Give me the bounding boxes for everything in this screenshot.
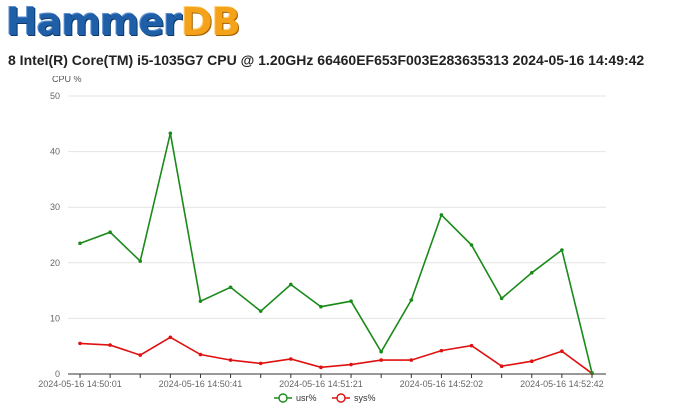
data-point <box>319 304 323 309</box>
data-point <box>168 335 173 340</box>
data-point <box>258 361 263 366</box>
data-point <box>258 309 263 313</box>
y-tick-label: 30 <box>50 202 60 212</box>
data-point <box>409 358 414 362</box>
chart-subtitle: 8 Intel(R) Core(TM) i5-1035G7 CPU @ 1.20… <box>8 52 645 68</box>
logo-hammer-text: Hammer <box>6 0 182 44</box>
data-point <box>349 299 353 303</box>
y-tick-label: 50 <box>50 91 60 101</box>
data-point <box>560 248 564 252</box>
x-tick-label: 2024-05-16 14:52:42 <box>520 379 604 389</box>
data-point <box>409 298 414 302</box>
data-point <box>529 271 534 275</box>
data-point <box>108 343 112 347</box>
data-point <box>469 243 474 247</box>
data-point <box>289 282 293 287</box>
legend-item-sys-pct[interactable]: sys% <box>332 393 376 403</box>
legend-label: sys% <box>354 393 376 403</box>
data-point <box>379 358 383 362</box>
data-point <box>499 364 504 369</box>
data-point <box>590 371 594 375</box>
legend-item-usr-pct[interactable]: usr% <box>274 393 317 403</box>
logo-db-text: DB <box>181 0 241 44</box>
y-tick-label: 40 <box>50 147 60 157</box>
y-tick-label: 20 <box>50 258 60 268</box>
data-point <box>379 349 383 354</box>
data-point <box>529 359 534 364</box>
data-point <box>228 285 233 290</box>
x-axis: 2024-05-16 14:50:01 2024-05-16 14:50:41 20… <box>38 374 604 389</box>
x-tick-label: 2024-05-16 14:52:02 <box>400 379 484 389</box>
data-point <box>198 352 203 357</box>
data-point <box>439 213 444 217</box>
data-point <box>469 343 474 348</box>
x-tick-label: 2024-05-16 14:50:01 <box>38 379 122 389</box>
series-line <box>79 336 593 375</box>
chart-legend[interactable]: usr% sys% <box>274 393 376 403</box>
data-point <box>560 349 564 354</box>
y-axis-label: CPU % <box>52 76 82 84</box>
y-axis-ticks: 0 10 20 30 40 50 <box>50 91 60 379</box>
series-usr-pct <box>78 131 594 375</box>
chart-series <box>78 131 594 376</box>
data-point <box>78 341 82 346</box>
y-tick-label: 10 <box>50 313 60 323</box>
legend-marker-icon <box>278 393 288 403</box>
data-point <box>168 131 173 136</box>
hammerdb-logo: Hammer DB <box>6 0 241 44</box>
series-line <box>79 133 593 374</box>
y-tick-label: 0 <box>55 369 60 379</box>
data-point <box>349 362 353 367</box>
data-point <box>289 357 293 361</box>
data-point <box>228 358 233 362</box>
series-sys-pct <box>78 335 594 376</box>
data-point <box>499 296 504 301</box>
data-point <box>138 353 143 357</box>
chart-grid <box>68 95 606 375</box>
data-point <box>198 299 203 303</box>
data-point <box>138 259 143 263</box>
x-tick-label: 2024-05-16 14:51:21 <box>279 379 363 389</box>
data-point <box>78 241 82 246</box>
legend-marker-icon <box>336 393 346 403</box>
data-point <box>108 230 112 235</box>
data-point <box>319 365 323 370</box>
x-tick-label: 2024-05-16 14:50:41 <box>159 379 243 389</box>
data-point <box>439 348 444 353</box>
legend-label: usr% <box>296 393 317 403</box>
